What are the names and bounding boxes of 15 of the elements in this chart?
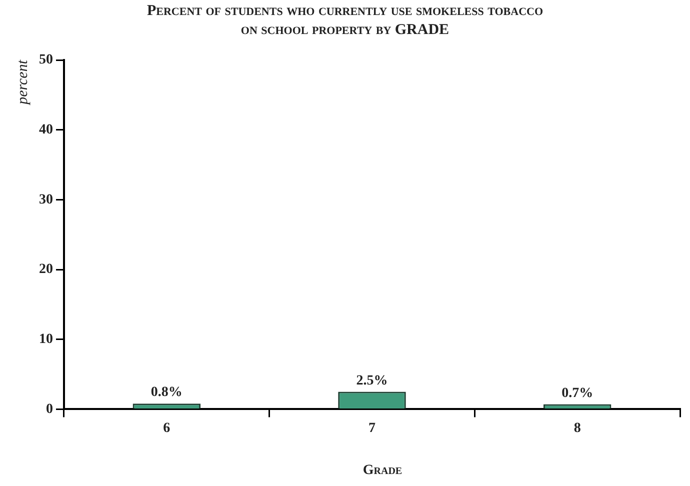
x-tick-label: 7 [368, 421, 376, 436]
y-tick-label: 30 [39, 192, 53, 208]
x-axis-title: Grade [362, 463, 404, 479]
y-tick-label: 0 [46, 402, 53, 417]
y-tick-label: 40 [39, 122, 53, 138]
data-label: 0.8% [150, 385, 182, 400]
chart-title: Percent of students who currently use smokeless tobacco on school property by GRADE [146, 2, 544, 40]
data-label: 0.7% [562, 386, 594, 401]
x-tick-label: 8 [574, 421, 581, 436]
y-axis-title: percent [14, 59, 31, 106]
y-tick-label: 10 [39, 332, 53, 347]
data-label: 2.5% [356, 373, 388, 388]
x-tick-label: 6 [163, 421, 170, 436]
y-tick-label: 20 [39, 262, 53, 278]
y-tick-label: 50 [39, 52, 53, 68]
